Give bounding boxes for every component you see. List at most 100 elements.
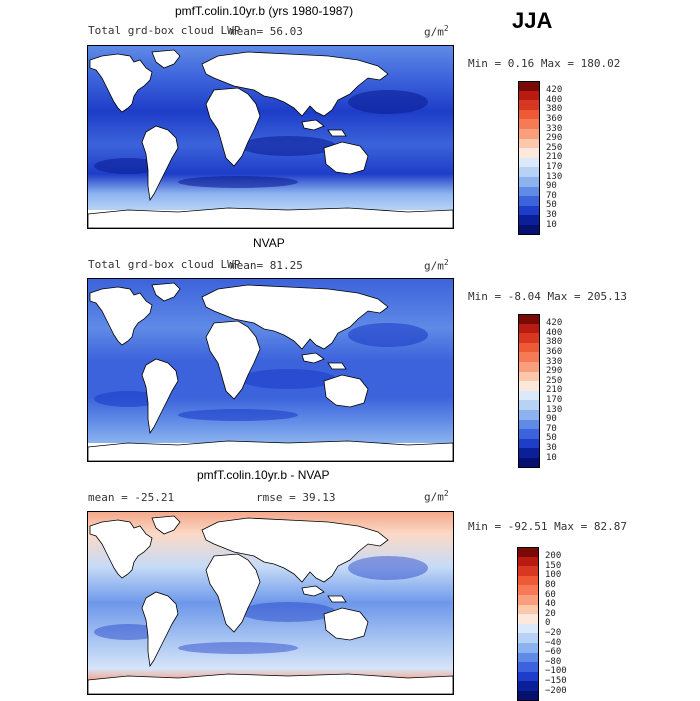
continent-outline — [88, 207, 453, 228]
colorbar-swatch — [517, 585, 539, 595]
colorbar-label: 90 — [546, 181, 557, 192]
field-feature — [240, 602, 336, 622]
colorbar-swatch — [517, 643, 539, 653]
colorbar-swatch — [518, 81, 540, 91]
continent-outline — [205, 87, 261, 167]
colorbar-label: 150 — [545, 560, 562, 571]
field-feature — [178, 642, 298, 654]
continent-outline — [327, 595, 347, 603]
continent-outline — [205, 553, 261, 633]
colorbar-swatch — [517, 614, 539, 624]
field-feature — [94, 158, 162, 174]
continent-outline — [327, 362, 347, 370]
panel2-subtitle: Total grd-box cloud LWP — [88, 258, 241, 271]
field-feature — [348, 90, 428, 114]
colorbar-swatch — [517, 547, 539, 557]
colorbar-label: −20 — [545, 627, 562, 638]
colorbar-label: 380 — [546, 337, 563, 348]
colorbar-label: 360 — [546, 346, 563, 357]
colorbar-swatch — [518, 381, 540, 391]
colorbar-swatch — [518, 362, 540, 372]
panel3-minmax: Min = -92.51 Max = 82.87 — [468, 520, 627, 533]
panel1-units: g/m2 — [424, 24, 449, 39]
colorbar-swatch — [518, 448, 540, 458]
colorbar-swatch — [518, 390, 540, 401]
field-feature — [178, 176, 298, 188]
colorbar-swatch — [517, 652, 539, 663]
field-feature — [240, 369, 336, 389]
colorbar-label: 100 — [545, 570, 562, 581]
colorbar-swatch — [518, 148, 540, 158]
colorbar-swatch — [518, 438, 540, 449]
colorbar-swatch — [518, 333, 540, 343]
colorbar-swatch — [518, 109, 540, 120]
continent-outline — [141, 125, 179, 202]
colorbar-label: 30 — [546, 442, 557, 453]
continent-outline — [141, 591, 179, 668]
colorbar-swatch — [518, 342, 540, 353]
continent-outline — [301, 585, 325, 597]
colorbar-swatch — [517, 691, 539, 701]
continent-outline — [89, 53, 153, 113]
colorbar-swatch — [518, 215, 540, 225]
colorbar-label: 10 — [546, 219, 557, 230]
continent-outline — [151, 49, 181, 69]
colorbar-label: 50 — [546, 200, 557, 211]
continent-outline — [88, 440, 453, 461]
colorbar-swatch — [518, 225, 540, 235]
colorbar-label: 0 — [545, 618, 551, 629]
continent-outline — [88, 673, 453, 694]
colorbar-swatch — [517, 623, 539, 634]
continent-outline — [323, 141, 369, 175]
panel2-minmax: Min = -8.04 Max = 205.13 — [468, 290, 627, 303]
continent-outline — [201, 284, 389, 350]
colorbar-swatch — [518, 352, 540, 362]
colorbar-label: 380 — [546, 104, 563, 115]
panel1-mean: mean= 56.03 — [230, 25, 303, 38]
colorbar-swatch — [517, 595, 539, 605]
colorbar-label: 400 — [546, 94, 563, 105]
colorbar-label: 80 — [545, 579, 556, 590]
season-label: JJA — [512, 8, 553, 33]
colorbar-label: 400 — [546, 327, 563, 338]
field-feature — [348, 556, 428, 580]
colorbar-swatch — [518, 186, 540, 197]
panel2-title: NVAP — [253, 236, 285, 250]
continent-outline — [151, 515, 181, 535]
continent-outline — [301, 352, 325, 364]
colorbar-swatch — [517, 556, 539, 567]
colorbar-swatch — [517, 662, 539, 672]
colorbar-label: 210 — [546, 385, 563, 396]
colorbar-swatch — [518, 129, 540, 139]
colorbar-swatch — [518, 410, 540, 420]
colorbar-swatch — [518, 371, 540, 382]
panel2-mean: mean= 81.25 — [230, 259, 303, 272]
panel1-minmax: Min = 0.16 Max = 180.02 — [468, 57, 621, 70]
colorbar-swatch — [518, 314, 540, 324]
panel3-rmse: rmse = 39.13 — [256, 491, 336, 504]
colorbar-swatch — [518, 400, 540, 410]
colorbar-swatch — [518, 419, 540, 430]
colorbar-swatch — [518, 157, 540, 168]
colorbar-label: 420 — [546, 85, 563, 96]
colorbar-swatch — [517, 575, 539, 586]
continent-outline — [323, 607, 369, 641]
colorbar-label: −80 — [545, 656, 562, 667]
continent-outline — [327, 129, 347, 137]
colorbar-label: 360 — [546, 113, 563, 124]
colorbar-label: 50 — [546, 433, 557, 444]
colorbar-swatch — [517, 566, 539, 576]
panel1-title: pmfT.colin.10yr.b (yrs 1980-1987) — [175, 4, 354, 18]
colorbar-label: 200 — [545, 551, 562, 562]
colorbar-label: 130 — [546, 404, 563, 415]
colorbar-swatch — [518, 429, 540, 439]
colorbar-swatch — [517, 633, 539, 643]
colorbar-label: −100 — [545, 666, 567, 677]
panel2-units: g/m2 — [424, 258, 449, 273]
panel1-map — [87, 45, 454, 229]
field-feature — [240, 136, 336, 156]
colorbar-swatch — [518, 119, 540, 129]
colorbar-swatch — [518, 100, 540, 110]
colorbar-label: 60 — [545, 589, 556, 600]
colorbar-label: 130 — [546, 171, 563, 182]
